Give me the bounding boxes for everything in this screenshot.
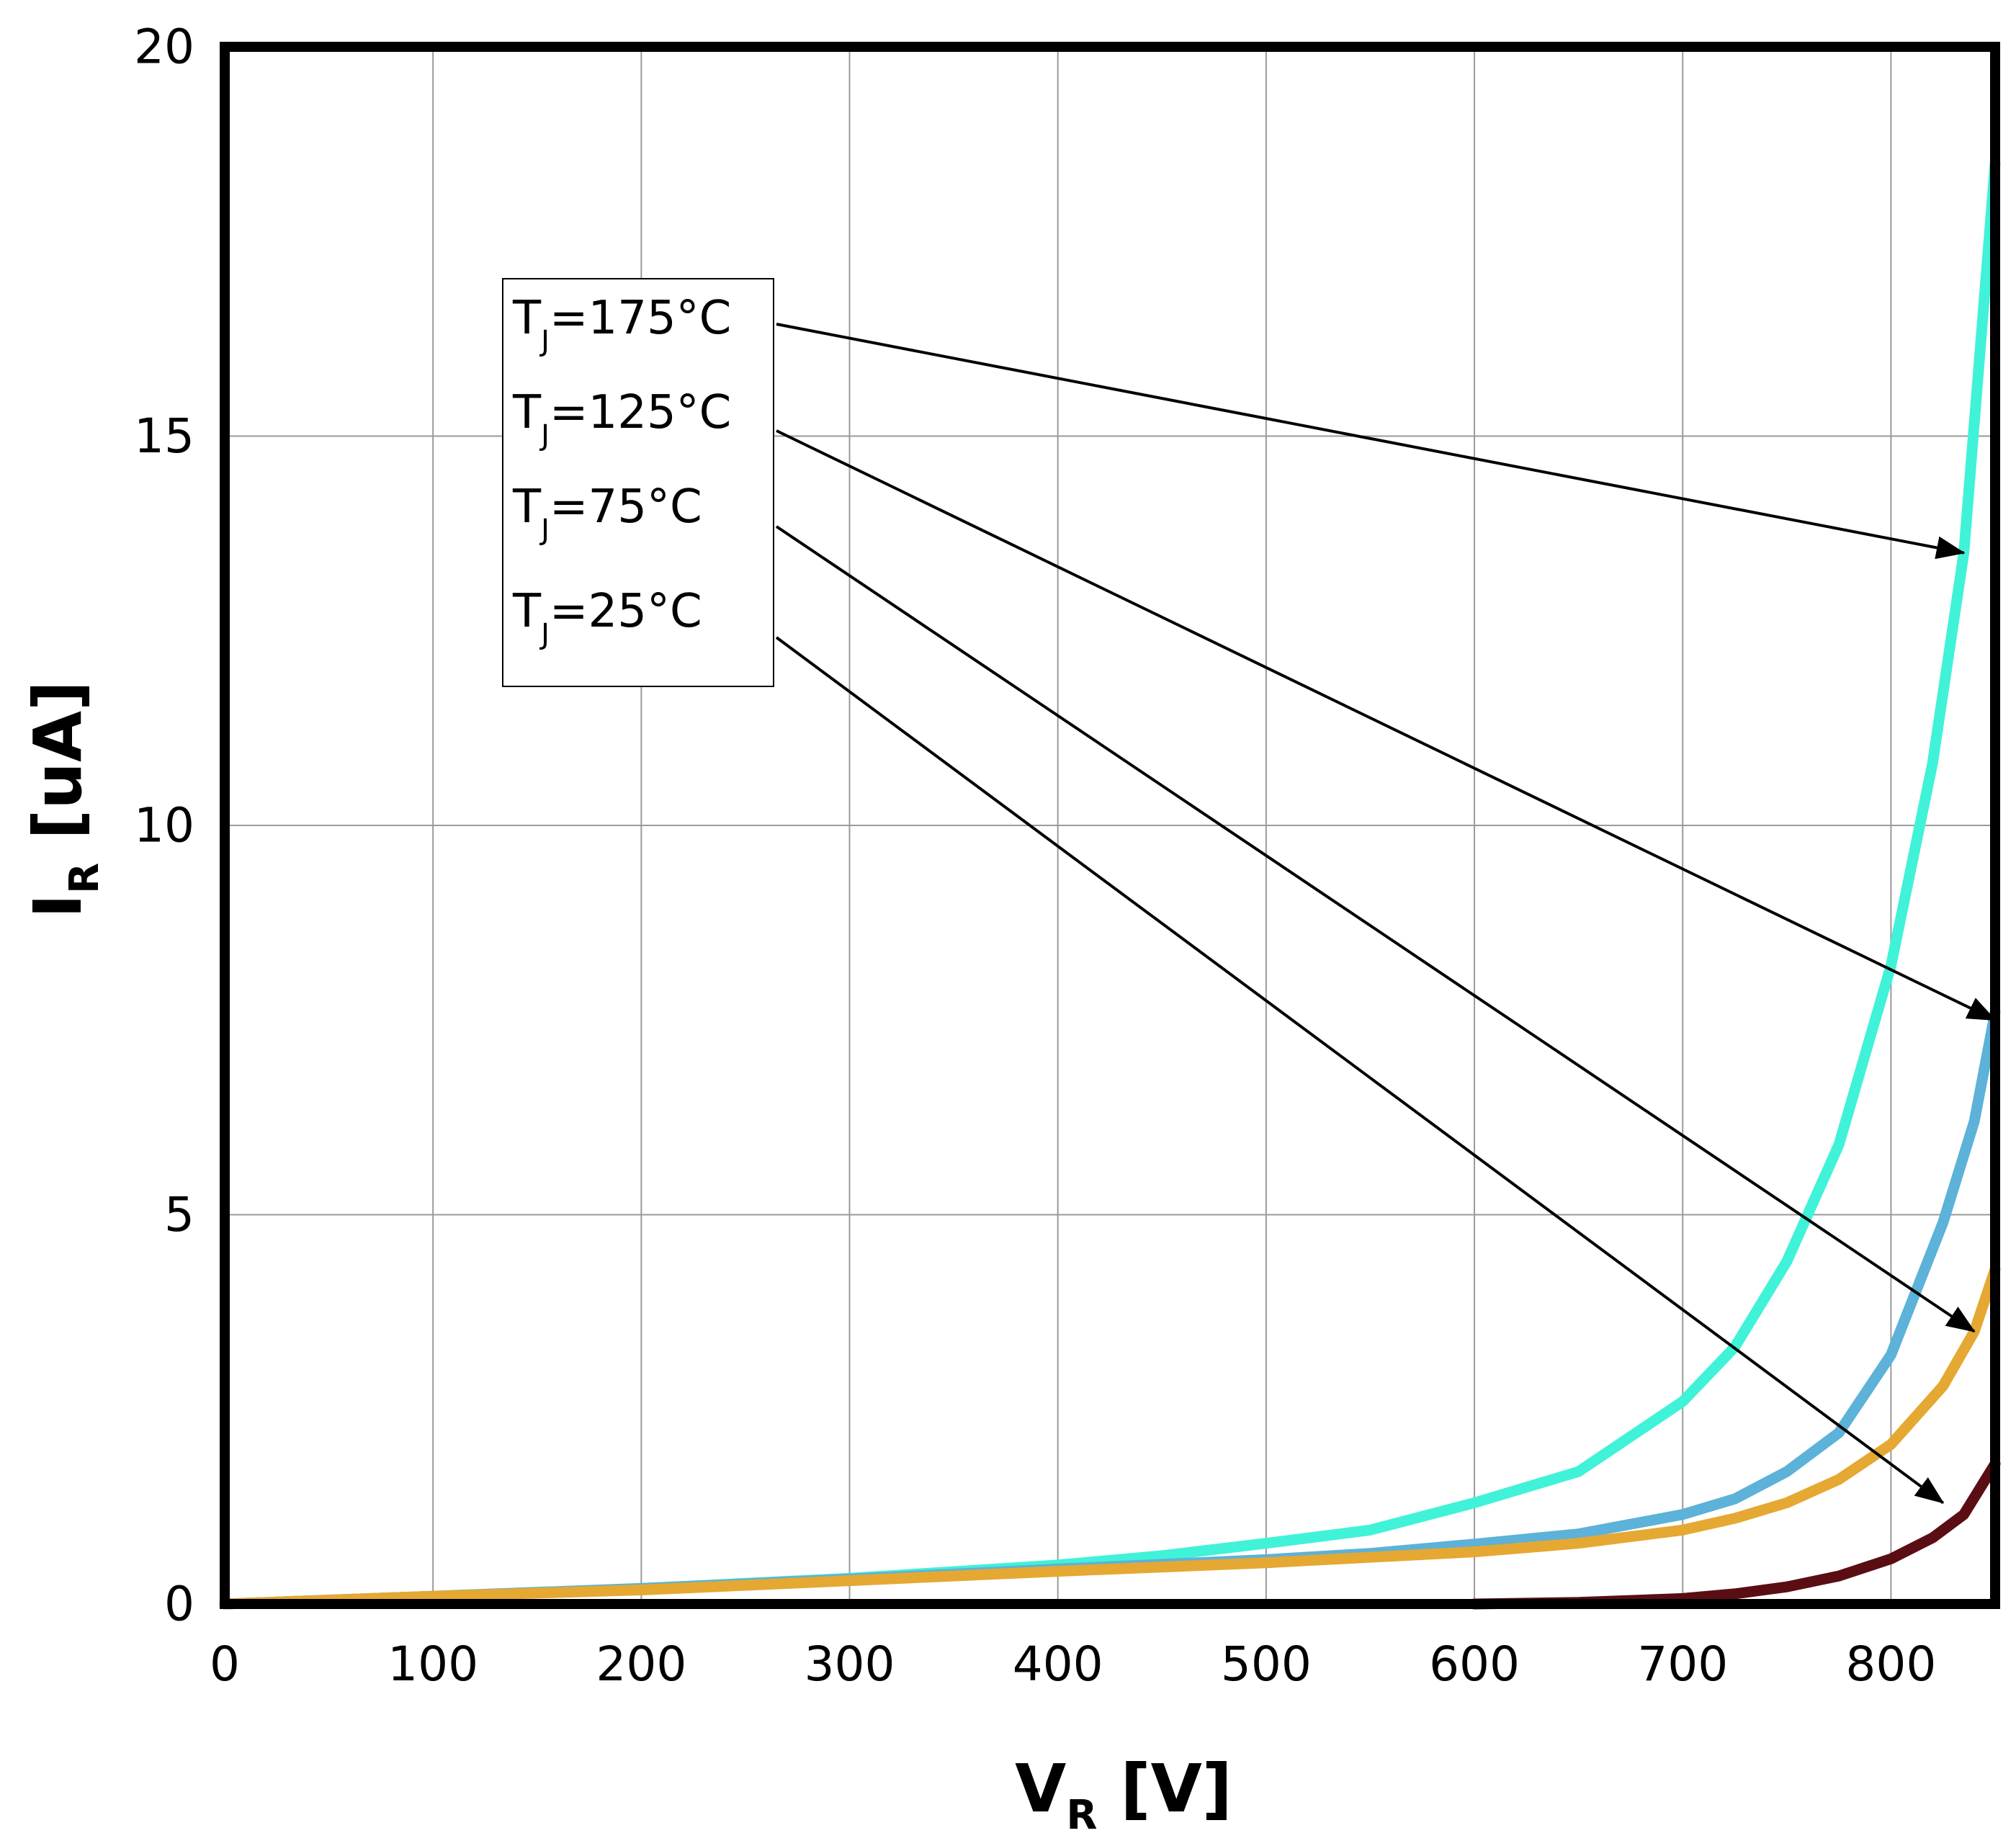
x-axis-title-main: V bbox=[1015, 1750, 1066, 1827]
legend-label-sub-3: J bbox=[539, 618, 550, 651]
x-axis-title: VR [V] bbox=[1015, 1750, 1232, 1839]
legend-label-sub-0: J bbox=[539, 325, 550, 358]
legend-labels: TJ=175°CTJ=125°CTJ=75°CTJ=25°C bbox=[512, 292, 731, 651]
y-tick-label-5: 5 bbox=[164, 1187, 194, 1242]
legend-frame bbox=[502, 278, 774, 687]
legend-box: TJ=175°CTJ=125°CTJ=75°CTJ=25°C bbox=[502, 278, 774, 687]
data-series bbox=[219, 158, 2001, 1610]
x-tick-label-800: 800 bbox=[1845, 1636, 1936, 1692]
x-tick-label-300: 300 bbox=[805, 1636, 895, 1692]
legend-arrow-1 bbox=[776, 429, 1997, 1022]
legend-label-2: TJ=75°C bbox=[512, 480, 702, 547]
legend-label-3: TJ=25°C bbox=[512, 585, 702, 651]
x-tick-label-200: 200 bbox=[596, 1636, 686, 1692]
x-tick-label-0: 0 bbox=[210, 1636, 240, 1692]
plot-frame bbox=[220, 42, 2000, 1609]
y-tick-label-0: 0 bbox=[164, 1577, 194, 1632]
y-tick-labels: 0 5 10 15 20 bbox=[134, 19, 194, 1632]
legend-label-rest-2: =75°C bbox=[550, 480, 702, 534]
legend-label-0: TJ=175°C bbox=[512, 292, 731, 358]
legend-arrow-0 bbox=[776, 323, 1966, 560]
legend-label-main-1: T bbox=[512, 386, 542, 439]
x-tick-labels: 0 100 200 300 400 500 600 700 800 bbox=[210, 1636, 1936, 1692]
grid-lines bbox=[224, 46, 1995, 1605]
x-axis-title-sub: R bbox=[1066, 1792, 1097, 1839]
x-tick-label-400: 400 bbox=[1013, 1636, 1103, 1692]
legend-label-1: TJ=125°C bbox=[512, 386, 731, 452]
x-tick-label-700: 700 bbox=[1637, 1636, 1728, 1692]
legend-label-rest-1: =125°C bbox=[550, 386, 731, 439]
legend-arrows bbox=[775, 323, 1997, 1505]
legend-label-main-2: T bbox=[512, 480, 542, 534]
y-tick-label-20: 20 bbox=[134, 19, 194, 75]
y-tick-label-15: 15 bbox=[134, 408, 194, 464]
legend-label-main-3: T bbox=[512, 585, 542, 638]
x-tick-label-500: 500 bbox=[1221, 1636, 1312, 1692]
y-axis-title: IR [uA] bbox=[19, 681, 108, 918]
legend-arrow-2 bbox=[775, 525, 1976, 1333]
y-axis-title-main: I bbox=[19, 894, 97, 918]
x-tick-label-100: 100 bbox=[387, 1636, 478, 1692]
legend-label-main-0: T bbox=[512, 292, 542, 345]
legend-label-rest-3: =25°C bbox=[550, 585, 702, 638]
y-axis-title-sub: R bbox=[61, 863, 108, 894]
legend-label-sub-2: J bbox=[539, 514, 550, 547]
y-axis-title-unit: [uA] bbox=[19, 681, 97, 863]
legend-label-rest-0: =175°C bbox=[550, 292, 731, 345]
y-tick-label-10: 10 bbox=[134, 798, 194, 853]
legend-arrow-3 bbox=[775, 636, 1945, 1505]
x-axis-title-unit: [V] bbox=[1098, 1750, 1232, 1827]
x-tick-label-600: 600 bbox=[1429, 1636, 1520, 1692]
legend-label-sub-1: J bbox=[539, 419, 550, 452]
series-line-2 bbox=[219, 1263, 2001, 1610]
